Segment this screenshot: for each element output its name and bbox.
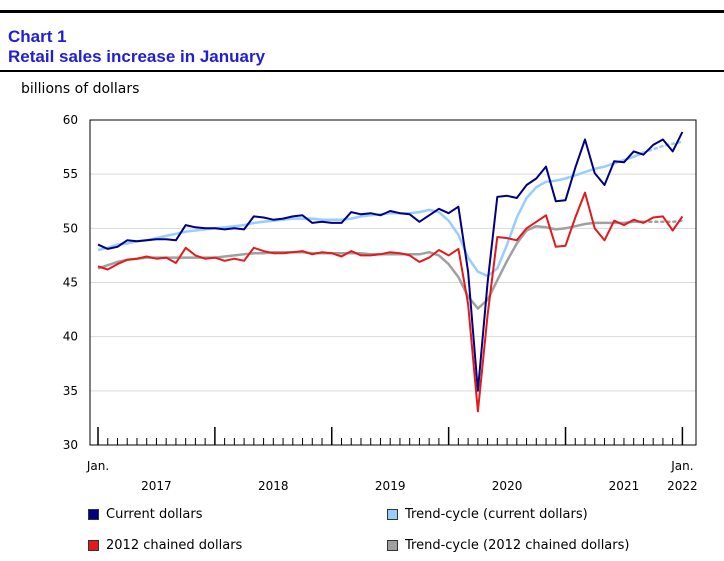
y-tick-label-50: 50 bbox=[63, 221, 78, 235]
chart-number: Chart 1 bbox=[8, 27, 67, 46]
legend-label-current: Current dollars bbox=[106, 507, 203, 522]
x-year-label-2022: 2022 bbox=[667, 479, 698, 493]
legend-item-current: Current dollars bbox=[88, 507, 202, 522]
x-end-label: Jan. bbox=[670, 459, 693, 473]
legend-swatch-trend-chained bbox=[387, 540, 398, 551]
legend-swatch-chained bbox=[88, 540, 99, 551]
y-tick-label-55: 55 bbox=[63, 167, 78, 181]
legend-swatch-trend-current bbox=[387, 509, 398, 520]
series-line-0 bbox=[97, 131, 684, 392]
series-line-1 bbox=[97, 151, 644, 278]
y-tick-label-30: 30 bbox=[63, 438, 78, 452]
series-dotted-tail-3 bbox=[642, 219, 684, 224]
y-tick-label-45: 45 bbox=[63, 276, 78, 290]
x-year-label-2018: 2018 bbox=[258, 479, 289, 493]
top-rule bbox=[0, 10, 724, 13]
y-unit-label: billions of dollars bbox=[21, 81, 140, 97]
series-line-2 bbox=[97, 191, 684, 413]
legend-swatch-current bbox=[88, 509, 99, 520]
series-dotted-tail-1 bbox=[642, 140, 684, 154]
legend-label-chained: 2012 chained dollars bbox=[106, 538, 243, 553]
x-year-label-2020: 2020 bbox=[492, 479, 523, 493]
legend-label-trend-current: Trend-cycle (current dollars) bbox=[405, 507, 588, 522]
chart-title-block: Chart 1 Retail sales increase in January bbox=[8, 27, 265, 67]
title-rule bbox=[0, 70, 724, 72]
series-line-3 bbox=[97, 220, 644, 310]
x-year-label-2019: 2019 bbox=[375, 479, 406, 493]
legend-label-trend-chained: Trend-cycle (2012 chained dollars) bbox=[405, 538, 630, 553]
plot-frame bbox=[89, 119, 697, 446]
x-year-label-2017: 2017 bbox=[141, 479, 172, 493]
chart-title: Retail sales increase in January bbox=[8, 47, 266, 66]
y-tick-label-60: 60 bbox=[63, 113, 78, 127]
y-tick-label-35: 35 bbox=[63, 384, 78, 398]
y-tick-label-40: 40 bbox=[63, 330, 78, 344]
legend-item-chained: 2012 chained dollars bbox=[88, 538, 242, 553]
legend-item-trend-current: Trend-cycle (current dollars) bbox=[387, 507, 588, 522]
x-year-label-2021: 2021 bbox=[609, 479, 640, 493]
x-start-label: Jan. bbox=[86, 459, 109, 473]
legend-item-trend-chained: Trend-cycle (2012 chained dollars) bbox=[387, 538, 629, 553]
